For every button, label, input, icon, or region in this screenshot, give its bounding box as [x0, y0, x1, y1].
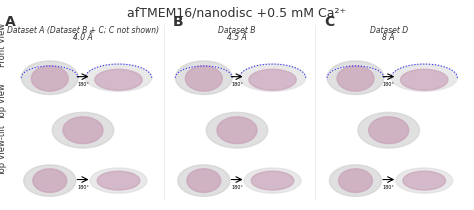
Text: Dataset A (Dataset B + C; C not shown): Dataset A (Dataset B + C; C not shown) — [7, 26, 159, 35]
Ellipse shape — [251, 171, 294, 190]
Text: Front View: Front View — [0, 23, 7, 67]
Ellipse shape — [329, 165, 382, 196]
Ellipse shape — [396, 168, 453, 193]
Ellipse shape — [52, 112, 114, 148]
Text: 4.5 Å: 4.5 Å — [227, 33, 247, 42]
Ellipse shape — [217, 117, 257, 144]
Text: 4.0 Å: 4.0 Å — [73, 33, 93, 42]
Ellipse shape — [403, 171, 446, 190]
Ellipse shape — [239, 64, 306, 91]
Ellipse shape — [24, 165, 76, 196]
Ellipse shape — [249, 69, 296, 90]
Ellipse shape — [63, 117, 103, 144]
Text: 180°: 180° — [231, 82, 243, 87]
Ellipse shape — [178, 165, 230, 196]
Ellipse shape — [185, 66, 222, 91]
Ellipse shape — [31, 66, 68, 91]
Ellipse shape — [338, 169, 373, 192]
Text: Dataset D: Dataset D — [370, 26, 408, 35]
Ellipse shape — [97, 171, 140, 190]
Text: 180°: 180° — [231, 185, 243, 190]
Text: A: A — [5, 15, 16, 29]
Ellipse shape — [358, 112, 419, 148]
Text: afTMEM16/nanodisc +0.5 mM Ca²⁺: afTMEM16/nanodisc +0.5 mM Ca²⁺ — [128, 6, 346, 19]
Text: Dataset B: Dataset B — [218, 26, 256, 35]
Text: Top View-tilt: Top View-tilt — [0, 125, 7, 176]
Ellipse shape — [90, 168, 147, 193]
Ellipse shape — [21, 61, 78, 94]
Ellipse shape — [369, 117, 409, 144]
Text: 180°: 180° — [77, 82, 89, 87]
Text: 180°: 180° — [383, 185, 395, 190]
Text: B: B — [173, 15, 183, 29]
Ellipse shape — [327, 61, 384, 94]
Ellipse shape — [206, 112, 268, 148]
Ellipse shape — [175, 61, 232, 94]
Ellipse shape — [33, 169, 67, 192]
Ellipse shape — [95, 69, 142, 90]
Ellipse shape — [337, 66, 374, 91]
Ellipse shape — [244, 168, 301, 193]
Text: 180°: 180° — [383, 82, 395, 87]
Text: Top View: Top View — [0, 83, 7, 120]
Ellipse shape — [391, 64, 457, 91]
Text: 8 Å: 8 Å — [383, 33, 395, 42]
Ellipse shape — [401, 69, 448, 90]
Text: C: C — [325, 15, 335, 29]
Ellipse shape — [85, 64, 152, 91]
Ellipse shape — [187, 169, 221, 192]
Text: 180°: 180° — [77, 185, 89, 190]
